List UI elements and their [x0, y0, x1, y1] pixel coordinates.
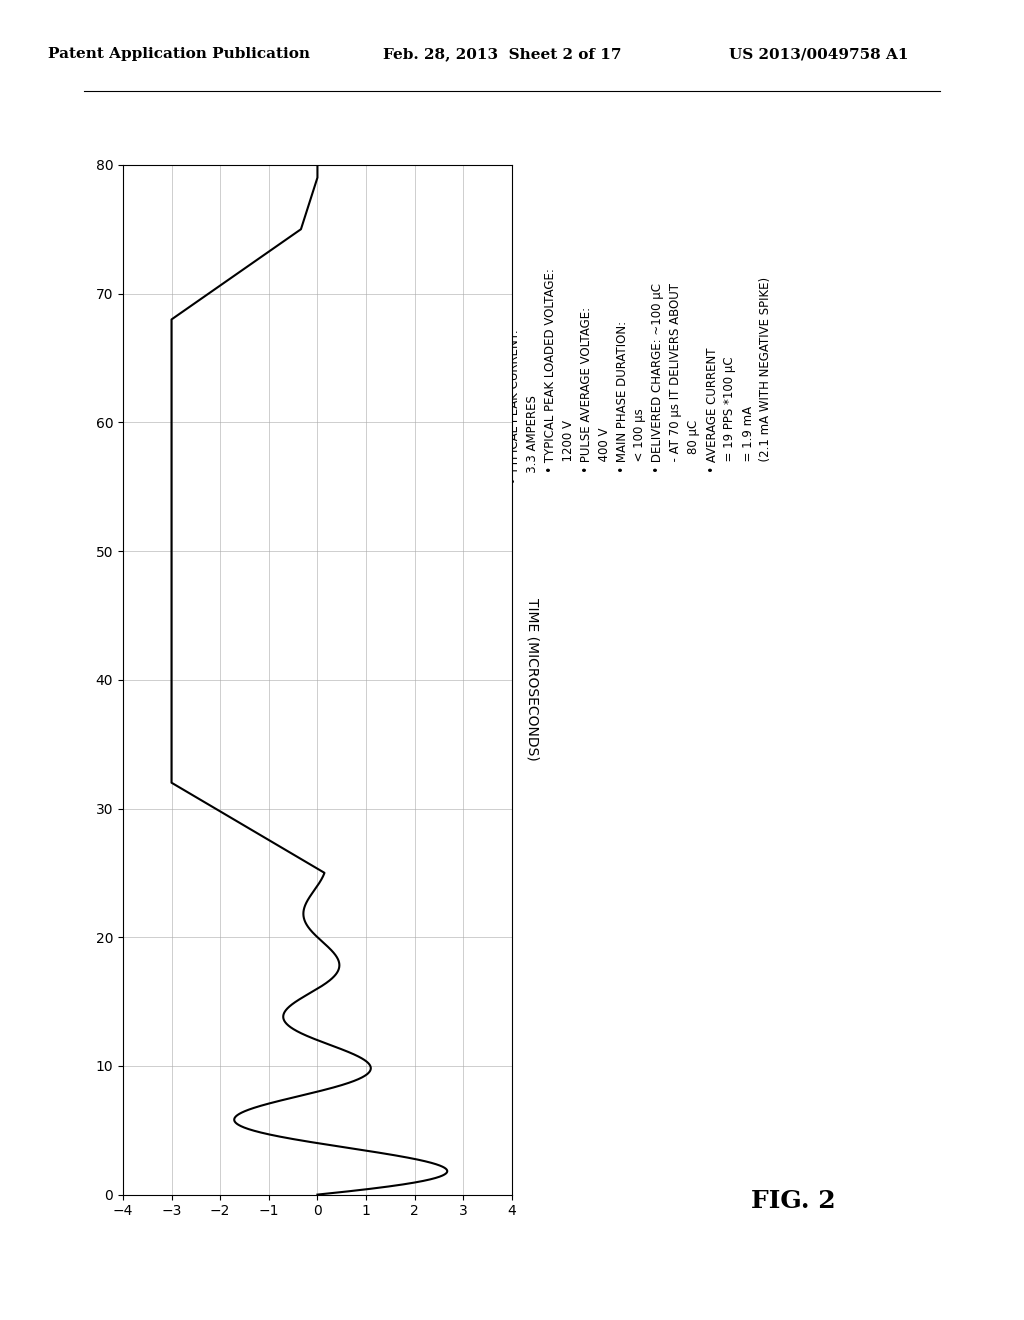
Y-axis label: TIME (MICROSECONDS): TIME (MICROSECONDS)	[526, 598, 540, 762]
Text: Feb. 28, 2013  Sheet 2 of 17: Feb. 28, 2013 Sheet 2 of 17	[383, 48, 621, 62]
Text: • TYPICAL PEAK CURRENT:
   3.3 AMPERES
   • TYPICAL PEAK LOADED VOLTAGE:
      1: • TYPICAL PEAK CURRENT: 3.3 AMPERES • TY…	[508, 268, 772, 484]
Text: Patent Application Publication: Patent Application Publication	[48, 48, 310, 62]
Text: US 2013/0049758 A1: US 2013/0049758 A1	[729, 48, 909, 62]
Text: FIG. 2: FIG. 2	[752, 1189, 836, 1213]
